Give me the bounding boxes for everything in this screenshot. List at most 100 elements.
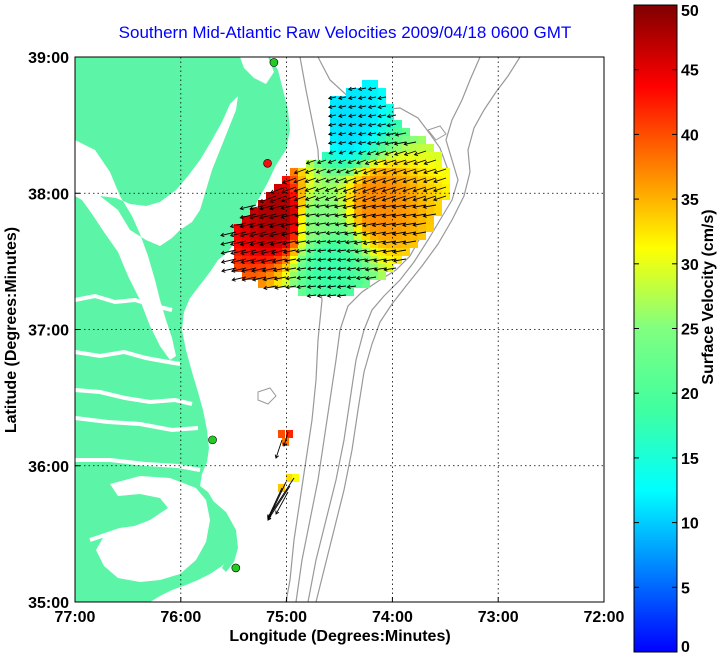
velocity-vector	[404, 150, 417, 156]
field-cell	[274, 240, 282, 248]
velocity-vector	[392, 177, 407, 183]
velocity-vector	[307, 276, 317, 279]
field-cell	[386, 248, 394, 256]
velocity-vector-head	[337, 140, 343, 146]
velocity-vector-head	[381, 204, 386, 210]
velocity-vector	[423, 213, 437, 217]
velocity-vector	[259, 204, 277, 210]
colorbar-tick-label: 35	[681, 192, 699, 209]
velocity-vector-head	[367, 95, 373, 101]
velocity-vector-head	[336, 169, 341, 174]
velocity-vector-head	[371, 213, 376, 219]
y-tick-label: 36:00	[28, 459, 69, 476]
velocity-vector-head	[250, 259, 255, 264]
velocity-vector	[335, 222, 347, 226]
field-cell	[362, 216, 370, 224]
velocity-vector	[372, 222, 387, 226]
land-layer	[74, 57, 290, 602]
velocity-vector	[317, 294, 327, 297]
field-cell	[330, 232, 338, 240]
velocity-vector-head	[315, 204, 320, 209]
velocity-vector	[347, 276, 357, 279]
velocity-vector	[306, 159, 317, 164]
field-cell	[266, 200, 274, 208]
field-cell	[426, 184, 434, 192]
field-cell	[314, 216, 322, 224]
velocity-vector	[327, 285, 337, 288]
field-cell	[370, 88, 378, 96]
velocity-vector-head	[402, 204, 407, 210]
velocity-vector	[337, 276, 347, 279]
field-cell	[362, 144, 370, 152]
velocity-vector-head	[353, 240, 358, 245]
field-cell	[322, 240, 330, 248]
field-cell	[394, 184, 402, 192]
velocity-vector-head	[249, 233, 254, 238]
field-cell	[362, 96, 370, 104]
velocity-vector	[335, 177, 347, 183]
field-cell	[362, 224, 370, 232]
velocity-vector	[315, 222, 327, 226]
velocity-vector-head	[363, 170, 368, 175]
velocity-vector-head	[392, 240, 397, 245]
velocity-vector	[393, 249, 407, 253]
velocity-vector	[383, 168, 397, 174]
velocity-vector	[307, 249, 317, 252]
field-cell	[378, 264, 386, 272]
field-cell	[258, 264, 266, 272]
velocity-vector-head	[357, 113, 363, 119]
velocity-vector-head	[422, 188, 428, 193]
field-cell	[402, 128, 410, 136]
field-cell	[330, 104, 338, 112]
velocity-vector-head	[333, 204, 339, 209]
velocity-vector-head	[346, 257, 351, 263]
velocity-vector-head	[305, 239, 310, 245]
velocity-vector-head	[381, 179, 387, 184]
velocity-vector-head	[315, 231, 320, 236]
field-cell	[410, 232, 418, 240]
velocity-vector-head	[366, 140, 372, 146]
depth-contour	[285, 56, 323, 603]
velocity-vector	[260, 240, 277, 246]
field-cell	[274, 192, 282, 200]
field-cell	[266, 240, 274, 248]
velocity-vector-head	[240, 268, 246, 273]
velocity-vector-head	[366, 151, 372, 156]
velocity-vector-head	[337, 95, 343, 101]
velocity-vector-head	[259, 250, 265, 256]
velocity-vector	[297, 285, 307, 288]
velocity-vector-head	[353, 170, 359, 175]
velocity-vector-head	[372, 240, 377, 245]
field-cell	[386, 240, 394, 248]
velocity-vector	[272, 258, 287, 263]
velocity-vector-head	[382, 170, 387, 175]
velocity-vector	[393, 168, 407, 174]
velocity-vector	[249, 213, 267, 219]
velocity-vector	[328, 114, 337, 117]
velocity-vector-head	[381, 213, 386, 219]
field-cell	[274, 224, 282, 232]
velocity-vector	[338, 132, 347, 135]
velocity-vector-head	[357, 95, 363, 101]
field-cell	[418, 224, 426, 232]
velocity-vector	[403, 240, 417, 244]
velocity-vector-head	[367, 131, 372, 137]
velocity-vector	[328, 123, 337, 126]
field-cell	[298, 280, 306, 288]
plot-area	[74, 56, 605, 603]
field-cell	[258, 280, 266, 288]
velocity-vector-head	[412, 179, 418, 184]
velocity-vector-head	[394, 132, 400, 137]
field-cell	[338, 120, 346, 128]
velocity-vector-head	[294, 222, 300, 227]
velocity-vector	[394, 141, 407, 145]
velocity-vector	[352, 213, 367, 218]
velocity-vector-head	[305, 231, 310, 236]
velocity-vector	[240, 222, 257, 228]
velocity-vector	[373, 258, 387, 262]
velocity-vector	[372, 186, 387, 192]
field-cell	[266, 216, 274, 224]
field-cell	[394, 128, 402, 136]
velocity-vector	[283, 249, 297, 253]
